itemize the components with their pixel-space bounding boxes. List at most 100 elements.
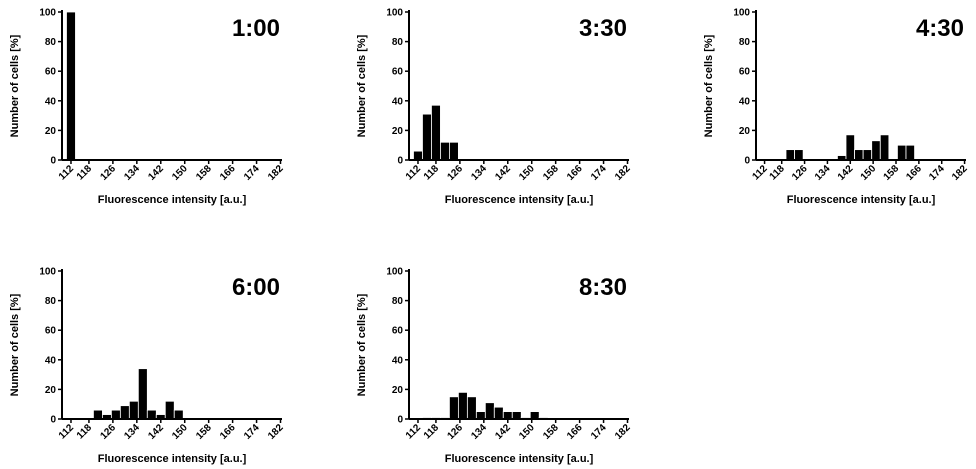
x-tick-label: 150 [170,163,190,183]
x-tick-label: 182 [613,422,633,442]
panel-time-label: 1:00 [232,15,280,42]
y-tick-label: 80 [392,37,404,48]
x-tick-label: 134 [813,163,833,183]
histogram-bar [511,411,522,420]
x-tick-label: 174 [242,422,262,442]
histogram-bar [502,411,513,420]
histogram-bar [466,396,477,420]
x-axis-title: Fluorescence intensity [a.u.] [445,194,594,206]
x-tick-label: 142 [146,163,166,183]
y-tick-label: 60 [392,326,404,337]
x-tick-label: 182 [266,163,286,183]
x-axis-title: Fluorescence intensity [a.u.] [445,453,594,465]
y-axis-title: Number of cells [%] [9,34,21,137]
histogram-bar [862,149,873,161]
histogram-bar [879,134,890,161]
x-tick-label: 118 [768,163,787,182]
histogram-bar [137,368,148,420]
x-tick-label: 112 [404,422,423,441]
x-tick-label: 174 [927,163,947,183]
x-tick-label: 166 [565,163,585,183]
histogram-bar [871,140,881,161]
histogram-bar [422,113,432,161]
x-tick-label: 158 [194,163,214,183]
histogram-bar [93,409,103,420]
y-tick-label: 0 [50,156,56,167]
x-tick-label: 166 [218,422,238,442]
histogram-bar [413,150,423,161]
x-tick-label: 158 [882,163,902,183]
x-tick-label: 182 [613,163,633,183]
histogram-bar [529,411,540,420]
histogram-bar [146,409,157,420]
y-tick-label: 40 [739,96,751,107]
y-tick-label: 0 [744,156,750,167]
histogram-bar [449,396,459,420]
x-tick-label: 158 [194,422,214,442]
histogram-bar [897,144,907,161]
x-axis-title: Fluorescence intensity [a.u.] [787,194,936,206]
x-tick-label: 166 [218,163,238,183]
x-tick-label: 112 [404,163,423,182]
histogram-bar [128,400,139,420]
y-tick-label: 0 [397,415,403,426]
histogram-bar [845,134,855,161]
y-tick-label: 0 [50,415,56,426]
x-tick-label: 142 [493,422,513,442]
y-tick-label: 40 [392,96,404,107]
y-tick-label: 40 [392,355,404,366]
histogram-bar [173,409,184,420]
x-axis-title: Fluorescence intensity [a.u.] [98,194,247,206]
x-tick-label: 134 [122,422,142,442]
x-tick-label: 166 [565,422,585,442]
x-tick-label: 182 [266,422,286,442]
x-tick-label: 182 [950,163,970,183]
x-tick-label: 142 [493,163,513,183]
x-tick-label: 126 [790,163,810,183]
y-tick-label: 60 [45,67,57,78]
histogram-bar [440,141,450,161]
x-tick-label: 174 [589,163,609,183]
x-tick-label: 118 [75,422,94,441]
x-tick-label: 134 [122,163,142,183]
histogram-bar [794,149,804,161]
x-tick-label: 150 [517,163,537,183]
y-tick-label: 100 [733,8,750,19]
x-tick-label: 112 [57,163,76,182]
histogram-bar [457,391,468,420]
y-tick-label: 40 [45,355,57,366]
x-tick-label: 118 [75,163,94,182]
histogram-bar [449,141,459,161]
panel-time-label: 4:30 [916,15,964,42]
histogram-bar [905,144,915,161]
histogram-bar [475,411,486,420]
y-tick-label: 20 [392,385,404,396]
panel-time-label: 6:00 [232,274,280,301]
histogram-bar [854,149,864,161]
y-tick-label: 60 [45,326,57,337]
y-tick-label: 80 [392,296,404,307]
x-tick-label: 174 [589,422,609,442]
y-tick-label: 80 [739,37,751,48]
y-axis-title: Number of cells [%] [9,293,21,396]
y-axis-title: Number of cells [%] [356,293,368,396]
x-tick-label: 174 [242,163,262,183]
x-tick-label: 126 [98,163,118,183]
y-tick-label: 100 [39,8,56,19]
x-tick-label: 158 [541,422,561,442]
x-tick-label: 126 [98,422,118,442]
y-tick-label: 20 [45,385,57,396]
x-tick-label: 150 [517,422,537,442]
x-tick-label: 158 [541,163,561,183]
y-tick-label: 20 [739,126,751,137]
y-tick-label: 100 [386,267,403,278]
x-tick-label: 142 [836,163,856,183]
histogram-bar [785,149,795,161]
y-axis-title: Number of cells [%] [703,34,715,137]
